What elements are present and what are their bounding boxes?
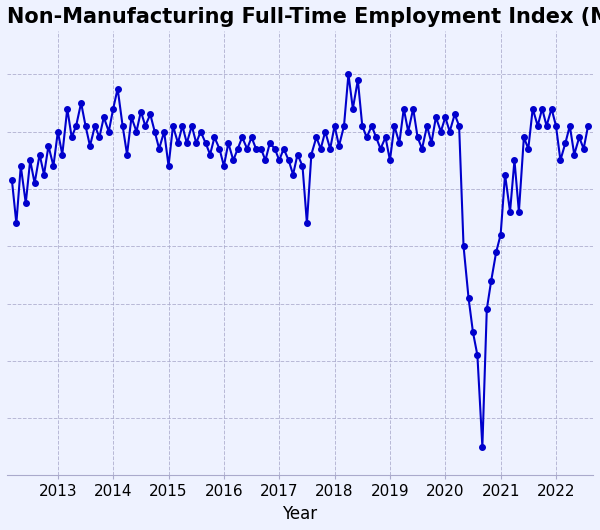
X-axis label: Year: Year (283, 505, 317, 523)
Text: Non-Manufacturing Full-Time Employment Index (March: Non-Manufacturing Full-Time Employment I… (7, 7, 600, 27)
